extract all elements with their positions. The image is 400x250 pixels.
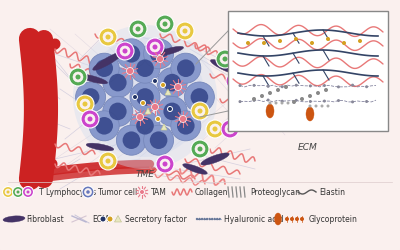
- Circle shape: [342, 42, 346, 46]
- Circle shape: [144, 40, 174, 70]
- Circle shape: [82, 89, 99, 106]
- Circle shape: [103, 97, 133, 127]
- Circle shape: [133, 25, 143, 35]
- Circle shape: [122, 49, 128, 54]
- Circle shape: [210, 124, 220, 134]
- Circle shape: [292, 100, 296, 104]
- Circle shape: [136, 28, 140, 32]
- Circle shape: [96, 60, 113, 78]
- Circle shape: [195, 144, 205, 154]
- Circle shape: [84, 189, 92, 196]
- Circle shape: [203, 218, 206, 220]
- Circle shape: [337, 86, 340, 89]
- Circle shape: [157, 68, 187, 98]
- Text: Collagen: Collagen: [195, 188, 228, 197]
- Circle shape: [190, 89, 208, 106]
- Circle shape: [69, 69, 87, 87]
- Circle shape: [132, 95, 138, 100]
- Circle shape: [106, 159, 110, 164]
- Circle shape: [238, 85, 242, 88]
- Circle shape: [136, 60, 154, 78]
- Text: Glycoprotein: Glycoprotein: [309, 215, 358, 224]
- Circle shape: [129, 21, 147, 39]
- Circle shape: [12, 187, 24, 198]
- Circle shape: [300, 217, 304, 221]
- Circle shape: [184, 83, 214, 112]
- Circle shape: [103, 156, 113, 166]
- Text: ECM: ECM: [92, 215, 109, 224]
- Circle shape: [206, 120, 224, 138]
- Ellipse shape: [183, 164, 207, 174]
- Circle shape: [212, 127, 218, 132]
- Circle shape: [309, 85, 312, 88]
- Circle shape: [156, 117, 160, 122]
- Circle shape: [365, 86, 368, 89]
- Circle shape: [326, 105, 330, 108]
- Circle shape: [222, 57, 228, 62]
- Circle shape: [73, 26, 217, 169]
- Circle shape: [136, 118, 154, 135]
- Circle shape: [281, 100, 284, 103]
- Circle shape: [146, 39, 164, 57]
- Circle shape: [286, 102, 290, 105]
- Ellipse shape: [201, 153, 229, 166]
- Circle shape: [231, 96, 249, 114]
- Circle shape: [238, 101, 242, 104]
- Circle shape: [198, 218, 201, 220]
- Circle shape: [81, 110, 99, 128]
- Circle shape: [156, 56, 164, 63]
- Ellipse shape: [306, 108, 314, 122]
- Circle shape: [171, 111, 201, 141]
- Circle shape: [290, 217, 294, 221]
- Circle shape: [100, 216, 106, 222]
- Circle shape: [308, 94, 312, 98]
- Circle shape: [267, 99, 270, 102]
- Circle shape: [182, 30, 188, 34]
- Circle shape: [208, 218, 211, 220]
- Circle shape: [16, 191, 20, 194]
- Circle shape: [316, 92, 320, 96]
- Circle shape: [160, 20, 170, 30]
- Text: Proteoglycan: Proteoglycan: [250, 188, 300, 197]
- Circle shape: [211, 218, 213, 220]
- Circle shape: [324, 89, 328, 93]
- Circle shape: [310, 42, 314, 46]
- Circle shape: [162, 162, 168, 167]
- Circle shape: [144, 126, 174, 156]
- Circle shape: [116, 40, 146, 70]
- Circle shape: [196, 218, 198, 220]
- Circle shape: [294, 38, 298, 42]
- Circle shape: [320, 105, 324, 108]
- Ellipse shape: [3, 216, 25, 222]
- Circle shape: [214, 218, 216, 220]
- Text: Fibroblast: Fibroblast: [26, 215, 64, 224]
- Circle shape: [284, 86, 288, 90]
- Circle shape: [88, 117, 92, 122]
- Circle shape: [314, 105, 318, 108]
- Circle shape: [268, 92, 272, 96]
- Circle shape: [82, 102, 88, 107]
- Circle shape: [73, 73, 83, 83]
- Circle shape: [126, 68, 134, 75]
- Circle shape: [260, 94, 264, 98]
- Circle shape: [246, 42, 250, 46]
- Circle shape: [218, 218, 221, 220]
- Polygon shape: [114, 216, 122, 222]
- Circle shape: [103, 33, 113, 43]
- Circle shape: [96, 118, 113, 135]
- Circle shape: [226, 73, 244, 91]
- Circle shape: [163, 103, 181, 121]
- Circle shape: [140, 190, 144, 195]
- Circle shape: [221, 120, 239, 138]
- Circle shape: [180, 27, 190, 37]
- Circle shape: [308, 105, 312, 108]
- Circle shape: [2, 187, 14, 198]
- FancyBboxPatch shape: [228, 12, 388, 132]
- Circle shape: [106, 35, 110, 40]
- Circle shape: [280, 102, 284, 105]
- Circle shape: [85, 38, 205, 157]
- Circle shape: [15, 189, 21, 195]
- Circle shape: [309, 100, 312, 103]
- Circle shape: [89, 111, 119, 141]
